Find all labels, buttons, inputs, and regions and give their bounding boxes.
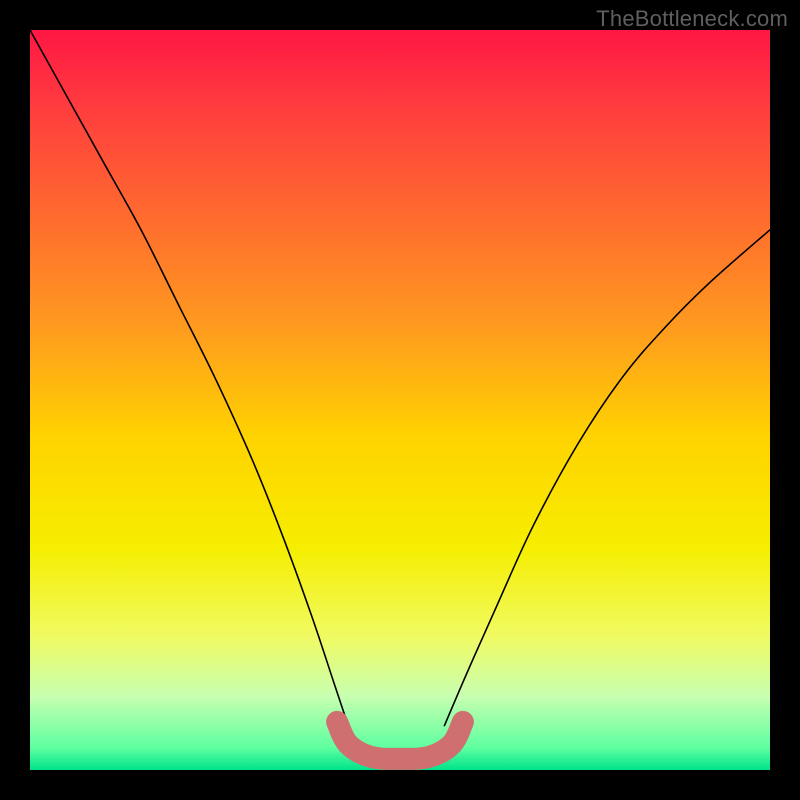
outer-frame: TheBottleneck.com (0, 0, 800, 800)
curve-left (30, 30, 348, 726)
curve-right (444, 230, 770, 726)
valley-marker (337, 722, 463, 759)
plot-area (30, 30, 770, 770)
chart-svg (30, 30, 770, 770)
watermark-text: TheBottleneck.com (596, 6, 788, 32)
